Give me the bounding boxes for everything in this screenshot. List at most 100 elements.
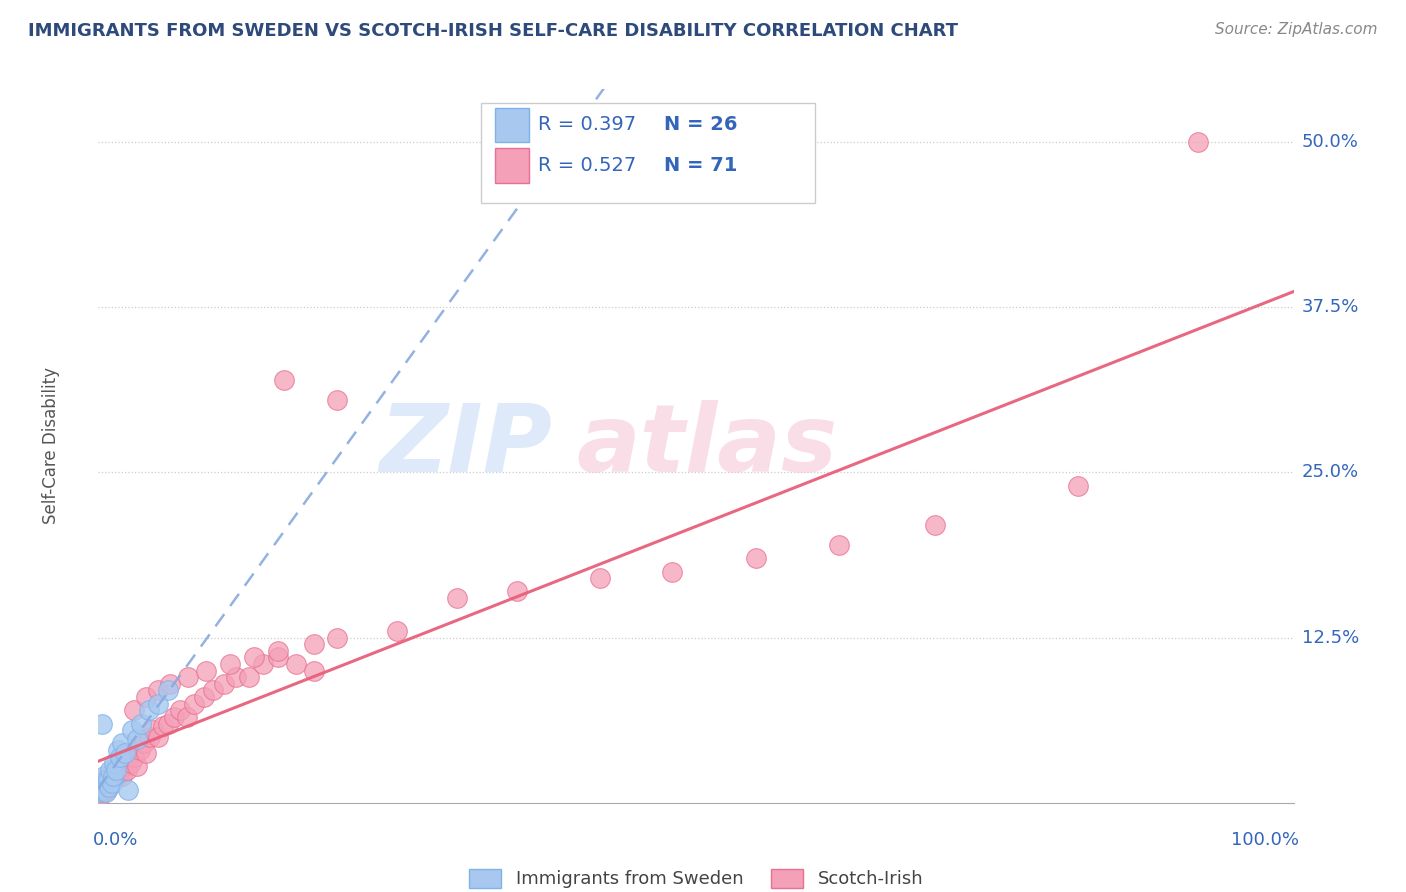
Point bbox=[93, 772, 115, 786]
Point bbox=[212, 677, 235, 691]
Text: 50.0%: 50.0% bbox=[1302, 133, 1358, 151]
Point bbox=[101, 769, 124, 783]
Text: atlas: atlas bbox=[576, 400, 838, 492]
Point bbox=[91, 785, 114, 799]
Text: N = 26: N = 26 bbox=[664, 115, 737, 135]
Point bbox=[163, 710, 186, 724]
Point bbox=[91, 782, 114, 797]
Point bbox=[103, 763, 125, 777]
Point bbox=[98, 780, 121, 794]
Point bbox=[159, 677, 181, 691]
Point bbox=[219, 657, 242, 671]
Point bbox=[110, 756, 132, 771]
Point bbox=[129, 743, 152, 757]
Point bbox=[121, 723, 143, 738]
Point bbox=[745, 551, 768, 566]
Point bbox=[100, 776, 122, 790]
Point bbox=[125, 759, 148, 773]
Point bbox=[139, 730, 162, 744]
Text: 100.0%: 100.0% bbox=[1232, 831, 1299, 849]
Point bbox=[107, 766, 129, 780]
Point bbox=[156, 716, 179, 731]
Point bbox=[98, 763, 122, 777]
Point bbox=[89, 789, 111, 804]
Text: N = 71: N = 71 bbox=[664, 156, 737, 175]
Point bbox=[135, 746, 157, 760]
Point bbox=[326, 631, 349, 645]
Bar bbox=[481, 103, 815, 203]
Point bbox=[117, 749, 139, 764]
Text: R = 0.397: R = 0.397 bbox=[538, 115, 637, 135]
Point bbox=[96, 776, 118, 790]
Point bbox=[243, 650, 266, 665]
Point bbox=[131, 716, 153, 731]
Point bbox=[142, 723, 165, 738]
Point bbox=[238, 670, 260, 684]
Point bbox=[828, 538, 851, 552]
Point bbox=[90, 785, 112, 799]
Point bbox=[302, 664, 325, 678]
Text: Self-Care Disability: Self-Care Disability bbox=[42, 368, 59, 524]
Point bbox=[107, 743, 129, 757]
Point bbox=[252, 657, 274, 671]
Point bbox=[135, 690, 157, 704]
Point bbox=[90, 782, 112, 797]
Point bbox=[108, 749, 131, 764]
Point bbox=[97, 772, 120, 786]
Point bbox=[104, 772, 127, 786]
Bar bbox=[495, 148, 529, 183]
Point bbox=[1067, 478, 1090, 492]
Text: 37.5%: 37.5% bbox=[1302, 298, 1360, 317]
Point bbox=[302, 637, 325, 651]
Point bbox=[101, 766, 124, 780]
Point bbox=[506, 584, 529, 599]
Point bbox=[97, 780, 120, 794]
Point bbox=[589, 571, 612, 585]
Point bbox=[91, 776, 114, 790]
Point bbox=[105, 769, 128, 783]
Point bbox=[91, 716, 114, 731]
Point bbox=[124, 749, 146, 764]
Point bbox=[114, 746, 136, 760]
Point bbox=[267, 650, 290, 665]
Point bbox=[177, 670, 200, 684]
Bar bbox=[495, 108, 529, 142]
Point bbox=[117, 782, 139, 797]
Point bbox=[98, 776, 122, 790]
Point bbox=[112, 759, 135, 773]
Point bbox=[103, 756, 125, 771]
Point bbox=[148, 730, 170, 744]
Point bbox=[107, 759, 129, 773]
Point bbox=[138, 703, 160, 717]
Text: 25.0%: 25.0% bbox=[1302, 464, 1360, 482]
Point bbox=[176, 710, 198, 724]
Point bbox=[94, 785, 117, 799]
Point bbox=[93, 769, 115, 783]
Point bbox=[924, 518, 946, 533]
Point bbox=[148, 683, 170, 698]
Point bbox=[132, 736, 155, 750]
Point bbox=[148, 697, 170, 711]
Text: 12.5%: 12.5% bbox=[1302, 629, 1360, 647]
Point bbox=[1187, 135, 1209, 149]
Text: 0.0%: 0.0% bbox=[93, 831, 138, 849]
Point bbox=[202, 683, 225, 698]
Point bbox=[193, 690, 215, 704]
Point bbox=[661, 565, 683, 579]
Point bbox=[91, 780, 114, 794]
Point bbox=[385, 624, 409, 638]
Legend: Immigrants from Sweden, Scotch-Irish: Immigrants from Sweden, Scotch-Irish bbox=[461, 862, 931, 892]
Text: IMMIGRANTS FROM SWEDEN VS SCOTCH-IRISH SELF-CARE DISABILITY CORRELATION CHART: IMMIGRANTS FROM SWEDEN VS SCOTCH-IRISH S… bbox=[28, 22, 957, 40]
Point bbox=[96, 782, 118, 797]
Point bbox=[273, 373, 295, 387]
Point bbox=[194, 664, 217, 678]
Point bbox=[115, 763, 138, 777]
Point bbox=[156, 683, 179, 698]
Text: ZIP: ZIP bbox=[380, 400, 553, 492]
Point bbox=[169, 703, 191, 717]
Point bbox=[125, 732, 148, 747]
Text: Source: ZipAtlas.com: Source: ZipAtlas.com bbox=[1215, 22, 1378, 37]
Point bbox=[98, 769, 121, 783]
Point bbox=[111, 769, 134, 783]
Point bbox=[100, 772, 122, 786]
